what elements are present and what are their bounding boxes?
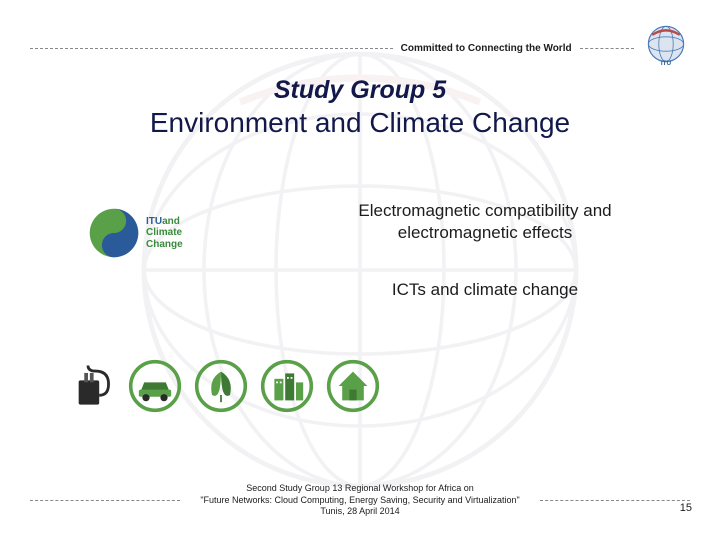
side-logo-change: Change <box>146 239 183 250</box>
header-dash-right <box>580 48 634 49</box>
itu-logo-icon: ITU <box>642 20 690 68</box>
itu-climate-label: ITUand Climate Change <box>146 216 183 251</box>
header-dash-left <box>30 48 393 49</box>
side-logo-itu: ITU <box>146 216 162 227</box>
green-leaf-icon <box>194 359 248 413</box>
footer-text: Second Study Group 13 Regional Workshop … <box>180 483 539 518</box>
title-block: Study Group 5 Environment and Climate Ch… <box>0 76 720 139</box>
body-region: Electromagnetic compatibility and electr… <box>310 200 660 300</box>
side-logo-climate: Climate <box>146 227 182 238</box>
green-buildings-icon <box>260 359 314 413</box>
footer: Second Study Group 13 Regional Workshop … <box>0 483 720 518</box>
green-car-icon <box>128 359 182 413</box>
footer-dash-left <box>30 500 180 501</box>
footer-line2: "Future Networks: Cloud Computing, Energ… <box>200 495 519 505</box>
yinyang-icon <box>88 207 140 259</box>
title-line2: Environment and Climate Change <box>0 107 720 139</box>
tagline: Committed to Connecting the World <box>393 43 580 54</box>
footer-line1: Second Study Group 13 Regional Workshop … <box>246 483 473 493</box>
green-house-icon <box>326 359 380 413</box>
svg-text:ITU: ITU <box>661 60 672 67</box>
power-adapter-icon <box>60 358 116 414</box>
footer-dash-right <box>540 500 690 501</box>
header: Committed to Connecting the World ITU <box>0 24 720 72</box>
side-logo-and: and <box>162 216 180 227</box>
subhead-emc: Electromagnetic compatibility and electr… <box>310 200 660 244</box>
title-line1: Study Group 5 <box>0 76 720 105</box>
icon-row <box>60 358 380 414</box>
subhead-ict: ICTs and climate change <box>310 280 660 300</box>
itu-climate-logo: ITUand Climate Change <box>88 198 218 268</box>
page-number: 15 <box>680 502 692 514</box>
footer-line3: Tunis, 28 April 2014 <box>320 506 399 516</box>
